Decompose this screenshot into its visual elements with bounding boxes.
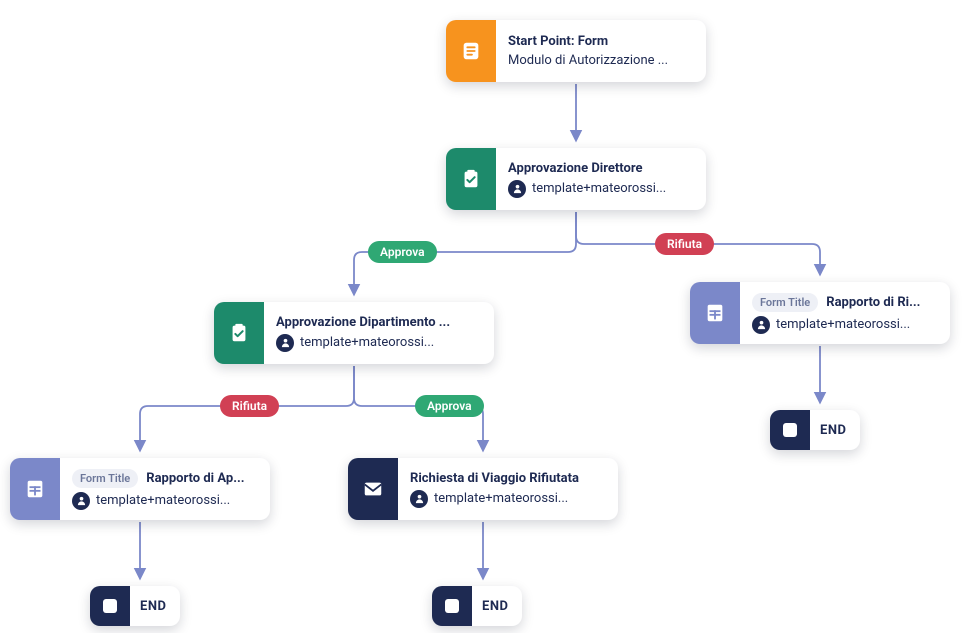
edge-label-approve: Approva <box>368 241 437 263</box>
table-icon <box>10 458 60 520</box>
clipboard-check-icon <box>214 302 264 364</box>
user-icon <box>276 334 294 352</box>
node-subtitle: Modulo di Autorizzazione ... <box>508 53 668 68</box>
user-icon <box>752 316 770 334</box>
edge-label-reject: Rifiuta <box>220 395 279 417</box>
assignee-label: template+mateorossi... <box>532 181 666 196</box>
user-icon <box>72 492 90 510</box>
end-label: END <box>472 599 522 614</box>
table-icon <box>690 282 740 344</box>
edge-label-reject: Rifiuta <box>655 233 714 255</box>
node-end[interactable]: END <box>432 586 522 626</box>
node-end[interactable]: END <box>770 410 860 450</box>
node-assignee: template+mateorossi... <box>752 316 920 334</box>
stop-icon <box>770 410 810 450</box>
node-title: Approvazione Dipartimento ... <box>276 315 450 330</box>
assignee-label: template+mateorossi... <box>434 491 568 506</box>
node-email-rejection[interactable]: Richiesta di Viaggio Rifiutata template+… <box>348 458 618 520</box>
mail-icon <box>348 458 398 520</box>
assignee-label: template+mateorossi... <box>776 317 910 332</box>
edge-label-approve: Approva <box>415 395 484 417</box>
workflow-canvas: Start Point: Form Modulo di Autorizzazio… <box>0 0 968 633</box>
assignee-label: template+mateorossi... <box>96 493 230 508</box>
user-icon <box>410 490 428 508</box>
node-end[interactable]: END <box>90 586 180 626</box>
node-form-approval-report[interactable]: Form Title Rapporto di Ap... template+ma… <box>10 458 270 520</box>
node-assignee: template+mateorossi... <box>410 490 579 508</box>
form-title-value: Rapporto di Ri... <box>826 295 920 310</box>
node-title: Approvazione Direttore <box>508 161 666 176</box>
assignee-label: template+mateorossi... <box>300 335 434 350</box>
form-title-chip: Form Title <box>752 293 818 312</box>
node-approval-department[interactable]: Approvazione Dipartimento ... template+m… <box>214 302 494 364</box>
node-assignee: template+mateorossi... <box>72 492 245 510</box>
node-start-form[interactable]: Start Point: Form Modulo di Autorizzazio… <box>446 20 706 82</box>
node-form-rejection-report[interactable]: Form Title Rapporto di Ri... template+ma… <box>690 282 950 344</box>
stop-icon <box>432 586 472 626</box>
end-label: END <box>810 423 860 438</box>
node-title: Start Point: Form <box>508 34 668 49</box>
clipboard-check-icon <box>446 148 496 210</box>
node-approval-director[interactable]: Approvazione Direttore template+mateoros… <box>446 148 706 210</box>
user-icon <box>508 180 526 198</box>
form-icon <box>446 20 496 82</box>
node-assignee: template+mateorossi... <box>276 334 450 352</box>
form-title-value: Rapporto di Ap... <box>146 471 244 486</box>
node-title: Richiesta di Viaggio Rifiutata <box>410 471 579 486</box>
form-title-chip: Form Title <box>72 469 138 488</box>
node-assignee: template+mateorossi... <box>508 180 666 198</box>
stop-icon <box>90 586 130 626</box>
end-label: END <box>130 599 180 614</box>
